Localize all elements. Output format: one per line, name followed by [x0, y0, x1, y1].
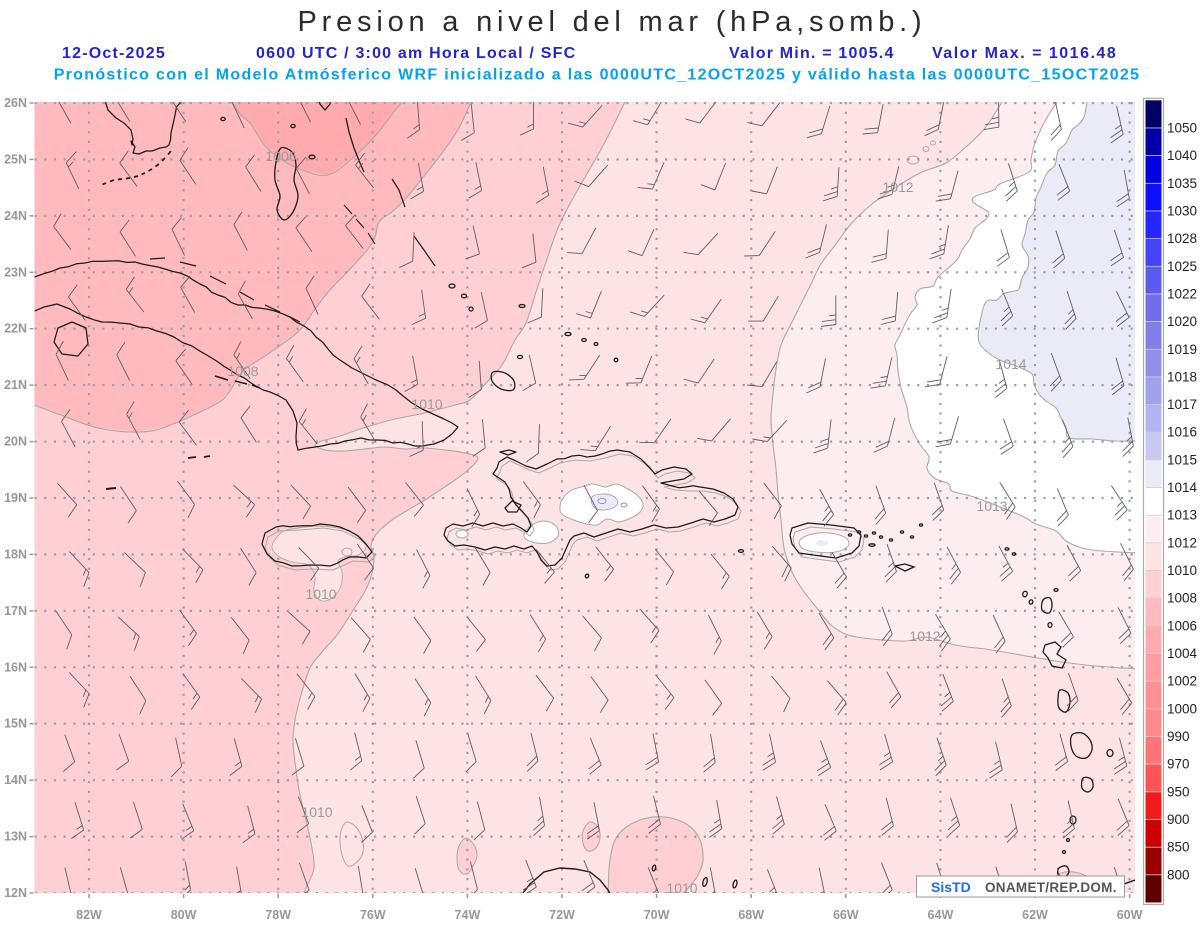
svg-text:950: 950: [1167, 784, 1190, 799]
svg-text:Valor Min. = 1005.4: Valor Min. = 1005.4: [729, 45, 895, 62]
svg-text:19N: 19N: [4, 491, 27, 505]
svg-text:Valor Max. = 1016.48: Valor Max. = 1016.48: [932, 45, 1117, 62]
svg-text:1008: 1008: [227, 363, 258, 379]
svg-text:1013: 1013: [1167, 508, 1197, 523]
svg-text:16N: 16N: [4, 660, 27, 674]
svg-text:1030: 1030: [1167, 203, 1197, 218]
svg-text:1010: 1010: [305, 586, 336, 602]
svg-text:1010: 1010: [1167, 563, 1197, 578]
svg-text:26N: 26N: [4, 96, 27, 110]
svg-text:1012: 1012: [1167, 535, 1197, 550]
svg-text:13N: 13N: [4, 830, 27, 844]
svg-text:20N: 20N: [4, 435, 27, 449]
svg-text:850: 850: [1167, 840, 1190, 855]
svg-text:Pronóstico con el Modelo Atmós: Pronóstico con el Modelo Atmósferico WRF…: [54, 67, 1141, 84]
svg-text:Presion a nivel del mar (hPa,s: Presion a nivel del mar (hPa,somb.): [298, 6, 927, 38]
svg-text:70W: 70W: [644, 908, 670, 922]
svg-text:22N: 22N: [4, 322, 27, 336]
svg-text:12-Oct-2025: 12-Oct-2025: [62, 45, 166, 62]
svg-text:17N: 17N: [4, 604, 27, 618]
svg-text:ONAMET/REP.DOM.: ONAMET/REP.DOM.: [985, 880, 1117, 895]
svg-text:1013: 1013: [976, 498, 1007, 514]
svg-text:1015: 1015: [1167, 452, 1197, 467]
svg-text:18N: 18N: [4, 547, 27, 561]
svg-text:1035: 1035: [1167, 176, 1197, 191]
svg-text:1014: 1014: [1167, 480, 1198, 495]
svg-text:SisTD: SisTD: [931, 879, 971, 895]
svg-text:800: 800: [1167, 867, 1190, 882]
svg-text:68W: 68W: [738, 908, 764, 922]
svg-text:66W: 66W: [833, 908, 859, 922]
svg-text:1012: 1012: [882, 179, 913, 195]
svg-text:21N: 21N: [4, 378, 27, 392]
svg-text:1008: 1008: [1167, 591, 1197, 606]
svg-text:1022: 1022: [1167, 286, 1197, 301]
svg-text:1006: 1006: [265, 148, 296, 164]
svg-text:1006: 1006: [1167, 618, 1197, 633]
svg-text:72W: 72W: [549, 908, 575, 922]
svg-text:60W: 60W: [1117, 908, 1143, 922]
svg-text:1028: 1028: [1167, 231, 1197, 246]
svg-text:1018: 1018: [1167, 369, 1197, 384]
svg-text:0600 UTC / 3:00 am Hora Local: 0600 UTC / 3:00 am Hora Local / SFC: [256, 45, 576, 62]
svg-text:1025: 1025: [1167, 259, 1197, 274]
svg-text:1050: 1050: [1167, 121, 1197, 136]
svg-text:1010: 1010: [301, 804, 332, 820]
svg-text:82W: 82W: [76, 908, 102, 922]
svg-text:1040: 1040: [1167, 148, 1197, 163]
svg-text:1020: 1020: [1167, 314, 1197, 329]
svg-text:1002: 1002: [1167, 674, 1197, 689]
svg-text:970: 970: [1167, 757, 1190, 772]
svg-text:12N: 12N: [4, 886, 27, 900]
svg-text:15N: 15N: [4, 717, 27, 731]
svg-text:900: 900: [1167, 812, 1190, 827]
svg-text:1004: 1004: [1167, 646, 1198, 661]
svg-text:1010: 1010: [666, 880, 697, 896]
svg-text:1012: 1012: [909, 628, 940, 644]
svg-text:78W: 78W: [265, 908, 291, 922]
svg-text:1019: 1019: [1167, 342, 1197, 357]
svg-text:1017: 1017: [1167, 397, 1197, 412]
svg-text:990: 990: [1167, 729, 1190, 744]
svg-text:1000: 1000: [1167, 701, 1197, 716]
svg-text:64W: 64W: [928, 908, 954, 922]
svg-text:76W: 76W: [360, 908, 386, 922]
svg-text:25N: 25N: [4, 152, 27, 166]
svg-text:24N: 24N: [4, 209, 27, 223]
svg-text:23N: 23N: [4, 265, 27, 279]
svg-text:14N: 14N: [4, 773, 27, 787]
svg-text:1014: 1014: [995, 356, 1026, 372]
svg-text:80W: 80W: [171, 908, 197, 922]
svg-text:1016: 1016: [1167, 425, 1197, 440]
svg-text:1010: 1010: [411, 396, 442, 412]
svg-text:74W: 74W: [455, 908, 481, 922]
svg-text:62W: 62W: [1022, 908, 1048, 922]
